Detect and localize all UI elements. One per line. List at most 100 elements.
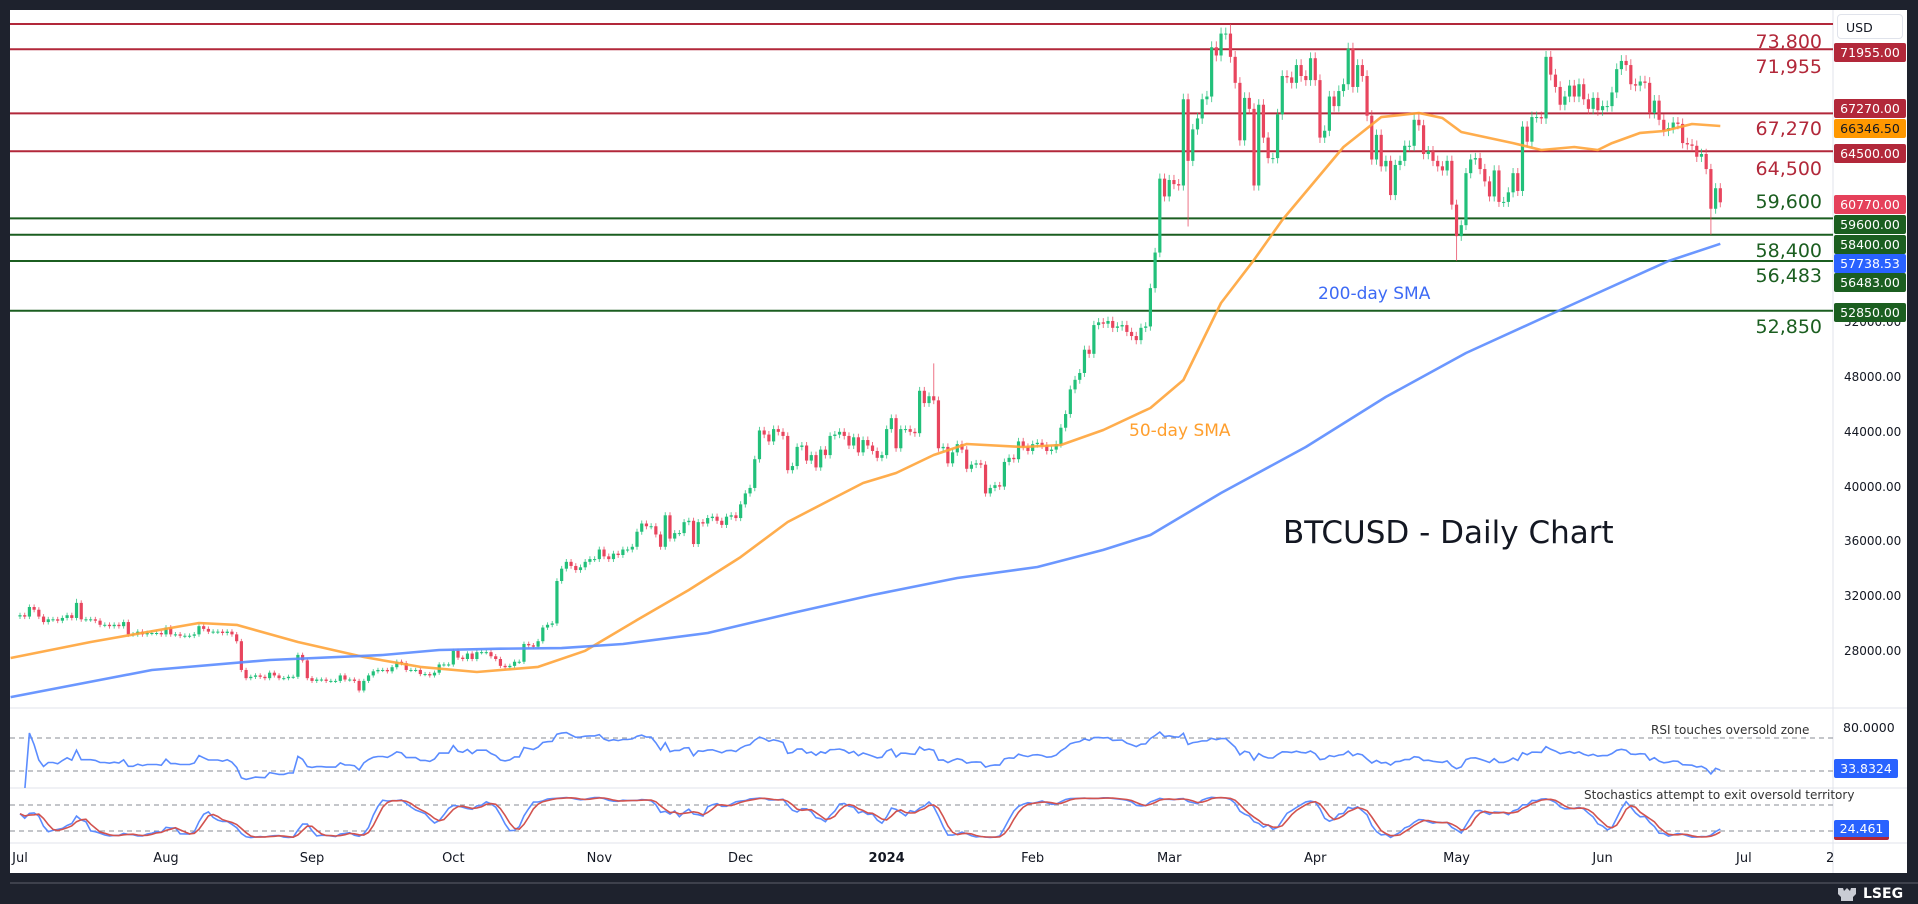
- candle-body: [249, 676, 253, 679]
- time-tick-2: 2: [1826, 851, 1833, 866]
- candle-body: [1064, 414, 1068, 428]
- candle-body: [338, 675, 342, 681]
- candle-body: [414, 669, 418, 671]
- candle-body: [1054, 444, 1058, 450]
- level-label-56483: 56,483: [1755, 265, 1822, 287]
- rsi-value-tag: 33.8324: [1834, 759, 1898, 778]
- candle-body: [1332, 96, 1336, 107]
- candle-body: [60, 617, 64, 621]
- candle-body: [1172, 180, 1176, 185]
- candle-body: [1243, 97, 1247, 141]
- candle-body: [1563, 96, 1567, 105]
- lseg-logo-text: LSEG: [1863, 886, 1904, 902]
- candle-body: [852, 437, 856, 446]
- candle-body: [206, 628, 210, 632]
- candle-body: [800, 445, 804, 447]
- candle-body: [74, 602, 79, 618]
- candle-body: [1483, 169, 1487, 182]
- candle-body: [1407, 145, 1412, 147]
- candle-body: [1323, 130, 1327, 138]
- candle-body: [385, 669, 389, 672]
- rsi-axis-label: 80.0000: [1843, 720, 1895, 735]
- candle-body: [1035, 442, 1039, 445]
- candle-body: [428, 674, 432, 676]
- candle-body: [965, 449, 969, 469]
- price-tag-support: 58400.00: [1834, 234, 1906, 254]
- candle-body: [1271, 158, 1275, 160]
- candle-body: [1078, 372, 1082, 380]
- candle-body: [1605, 106, 1609, 108]
- candle-body: [734, 515, 738, 519]
- candle-body: [1228, 33, 1233, 57]
- candle-body: [1615, 69, 1619, 93]
- candle-body: [998, 485, 1002, 487]
- candle-body: [1506, 192, 1510, 202]
- candle-body: [1610, 92, 1614, 107]
- candle-body: [112, 624, 116, 627]
- level-label-59600: 59,600: [1755, 191, 1822, 213]
- candle-body: [522, 643, 526, 662]
- candle-body: [635, 531, 639, 547]
- candle-body: [348, 679, 352, 681]
- candle-body: [861, 440, 865, 453]
- candle-body: [1393, 164, 1397, 196]
- candle-body: [899, 429, 903, 449]
- candle-body: [856, 437, 860, 453]
- lion-crest-icon: [1838, 888, 1856, 901]
- stochastics-annotation: Stochastics attempt to exit oversold ter…: [1584, 788, 1855, 802]
- candle-body: [1299, 65, 1303, 77]
- candle-body: [1671, 122, 1675, 129]
- candle-body: [1535, 117, 1539, 119]
- candle-body: [1681, 123, 1685, 144]
- candle-body: [621, 549, 625, 555]
- candle-body: [1426, 151, 1430, 155]
- candle-body: [282, 678, 286, 680]
- candle-body: [1219, 33, 1223, 56]
- level-label-67270: 67,270: [1755, 118, 1822, 140]
- candle-body: [239, 641, 243, 670]
- candle-body: [93, 619, 97, 621]
- candle-body: [885, 429, 889, 456]
- candle-body: [1567, 85, 1572, 97]
- candle-body: [324, 679, 328, 681]
- candle-body: [781, 431, 785, 436]
- candle-body: [258, 675, 262, 677]
- candle-body: [1290, 77, 1294, 83]
- candle-body: [376, 669, 380, 672]
- candle-body: [1280, 76, 1284, 115]
- candle-body: [145, 633, 149, 635]
- candle-body: [819, 449, 823, 468]
- candle-body: [70, 615, 74, 618]
- candle-body: [1459, 225, 1463, 237]
- candle-body: [658, 534, 663, 547]
- currency-label[interactable]: USD: [1837, 14, 1903, 39]
- candle-body: [1633, 84, 1638, 86]
- candle-body: [169, 627, 173, 635]
- candle-body: [1558, 86, 1562, 105]
- candle-body: [541, 627, 545, 642]
- candle-body: [762, 430, 766, 435]
- candle-body: [1525, 126, 1529, 142]
- candle-body: [673, 533, 677, 539]
- price-tag-resistance: 67270.00: [1834, 98, 1906, 118]
- candle-body: [1360, 65, 1364, 77]
- candle-body: [654, 526, 658, 535]
- candle-body: [833, 434, 837, 436]
- candle-body: [809, 455, 813, 461]
- candle-body: [1049, 449, 1054, 451]
- candle-body: [1318, 80, 1322, 138]
- candle-body: [950, 452, 955, 464]
- candle-body: [1045, 445, 1049, 451]
- candle-body: [305, 660, 309, 679]
- candle-body: [1082, 349, 1087, 373]
- candle-body: [1445, 160, 1449, 171]
- price-tag-support: 56483.00: [1834, 272, 1906, 292]
- candle-body: [1200, 99, 1204, 119]
- candle-body: [1134, 336, 1138, 341]
- sma50-line: [10, 111, 1721, 674]
- candle-body: [244, 669, 248, 679]
- candle-body: [720, 520, 724, 525]
- candle-body: [409, 669, 413, 671]
- candle-body: [889, 418, 893, 430]
- candle-body: [536, 641, 540, 647]
